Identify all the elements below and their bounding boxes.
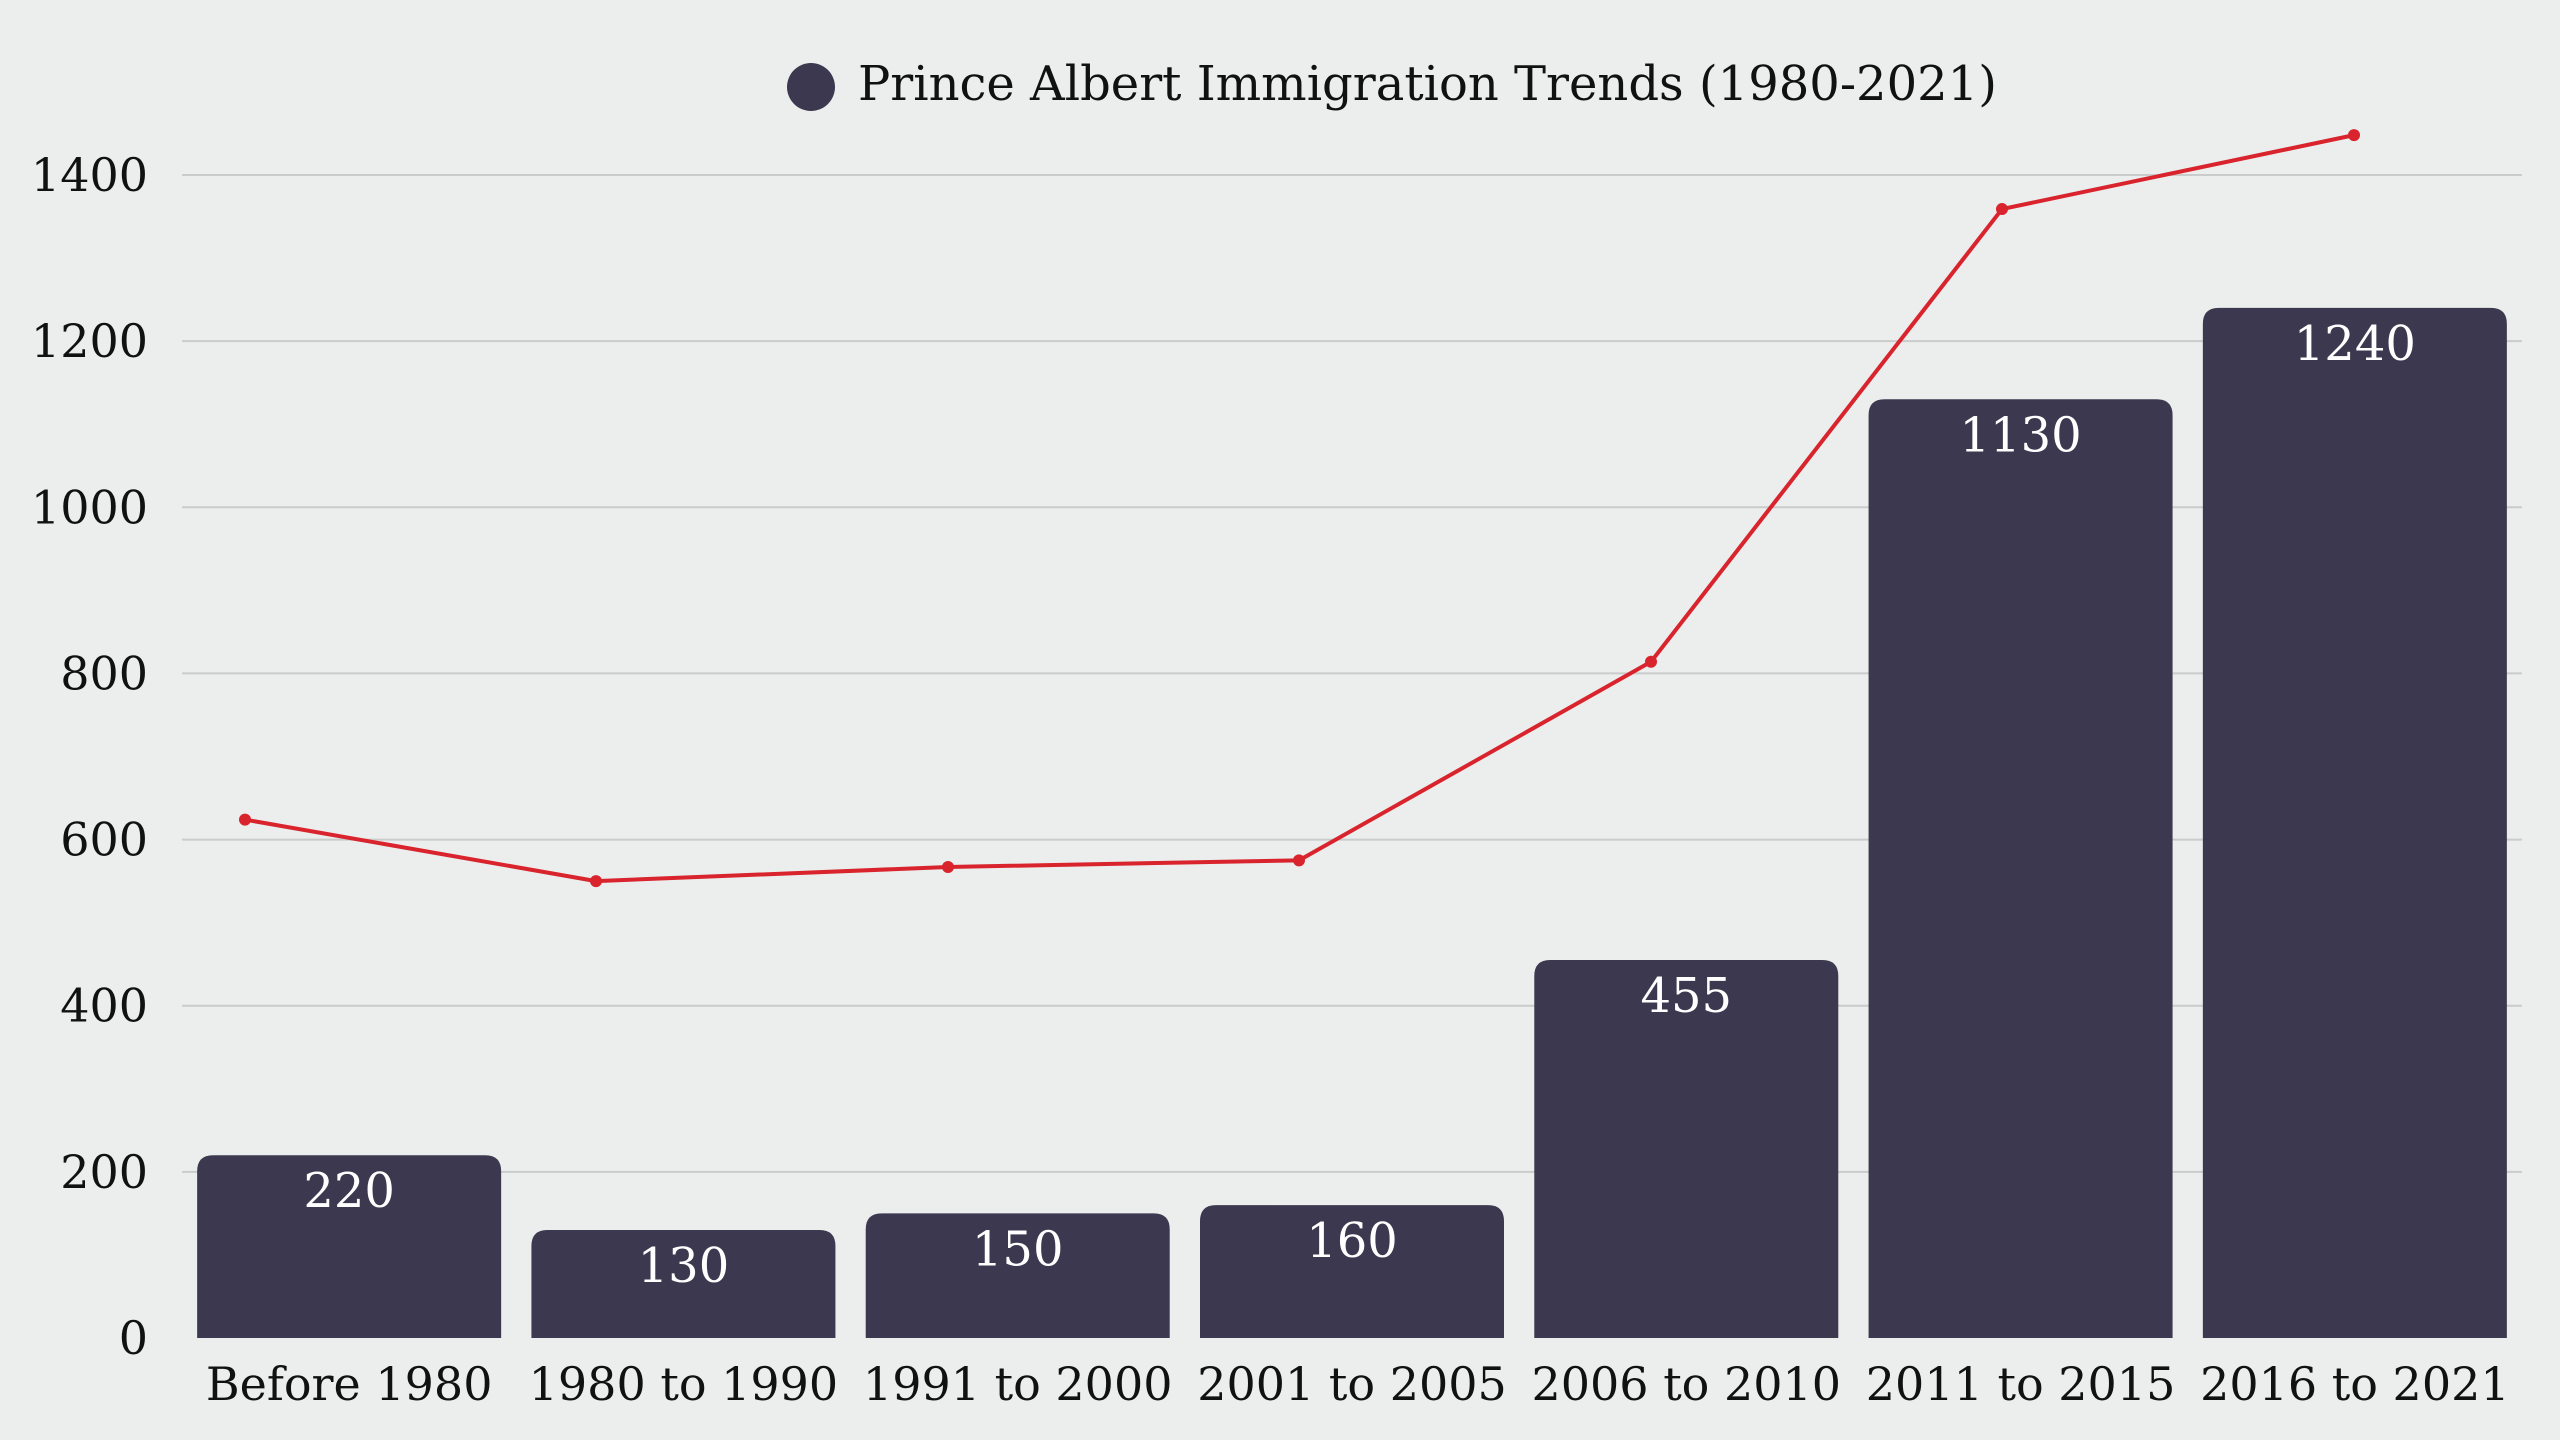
bar (197, 1155, 502, 1338)
x-tick-label: 2001 to 2005 (1197, 1357, 1507, 1411)
bar (1534, 960, 1839, 1338)
y-axis: 0 200 400 600 800 1000 1200 1400 (31, 148, 148, 1365)
x-tick-label: 2016 to 2021 (2200, 1357, 2510, 1411)
x-tick-label: 1991 to 2000 (863, 1357, 1173, 1411)
bar (531, 1230, 836, 1338)
bar (1868, 399, 2173, 1338)
bar (865, 1213, 1170, 1338)
y-tick-label: 1200 (31, 314, 148, 368)
line-point (590, 875, 602, 888)
bar-data-label: 1240 (2294, 316, 2416, 372)
line-series (239, 129, 2360, 888)
x-axis: Before 1980 1980 to 1990 1991 to 2000 2001 … (206, 1357, 2510, 1411)
legend: Prince Albert Immigration Trends (1980-2… (787, 56, 1997, 112)
y-tick-label: 1000 (31, 480, 148, 534)
bar-data-label: 150 (972, 1221, 1064, 1277)
line-point (942, 860, 954, 873)
x-tick-label: 1980 to 1990 (529, 1357, 839, 1411)
y-tick-label: 600 (60, 813, 148, 867)
x-tick-label: 2011 to 2015 (1866, 1357, 2176, 1411)
bar-series: 220 130 150 160 455 1130 1240 (197, 307, 2507, 1338)
bar-data-label: 130 (638, 1238, 730, 1294)
line-point (1293, 854, 1305, 867)
legend-label: Prince Albert Immigration Trends (1980-2… (858, 56, 1997, 112)
line-point (239, 813, 251, 826)
bar-data-label: 1130 (1959, 407, 2081, 463)
y-tick-label: 200 (60, 1145, 148, 1199)
gridlines (182, 174, 2522, 1173)
y-tick-label: 1400 (31, 148, 148, 202)
legend-swatch (787, 63, 835, 111)
bar-data-label: 220 (303, 1163, 395, 1219)
line-point (1645, 655, 1657, 668)
y-tick-label: 400 (60, 979, 148, 1033)
line-point (1996, 203, 2008, 216)
bar (2202, 307, 2507, 1338)
line-point (2348, 129, 2360, 142)
x-tick-label: 2006 to 2010 (1532, 1357, 1842, 1411)
x-tick-label: Before 1980 (206, 1357, 493, 1411)
bar-data-label: 455 (1640, 968, 1732, 1024)
bar (1200, 1205, 1504, 1338)
y-tick-label: 800 (60, 646, 148, 700)
y-tick-label: 0 (119, 1311, 148, 1365)
bar-data-label: 160 (1306, 1213, 1398, 1269)
